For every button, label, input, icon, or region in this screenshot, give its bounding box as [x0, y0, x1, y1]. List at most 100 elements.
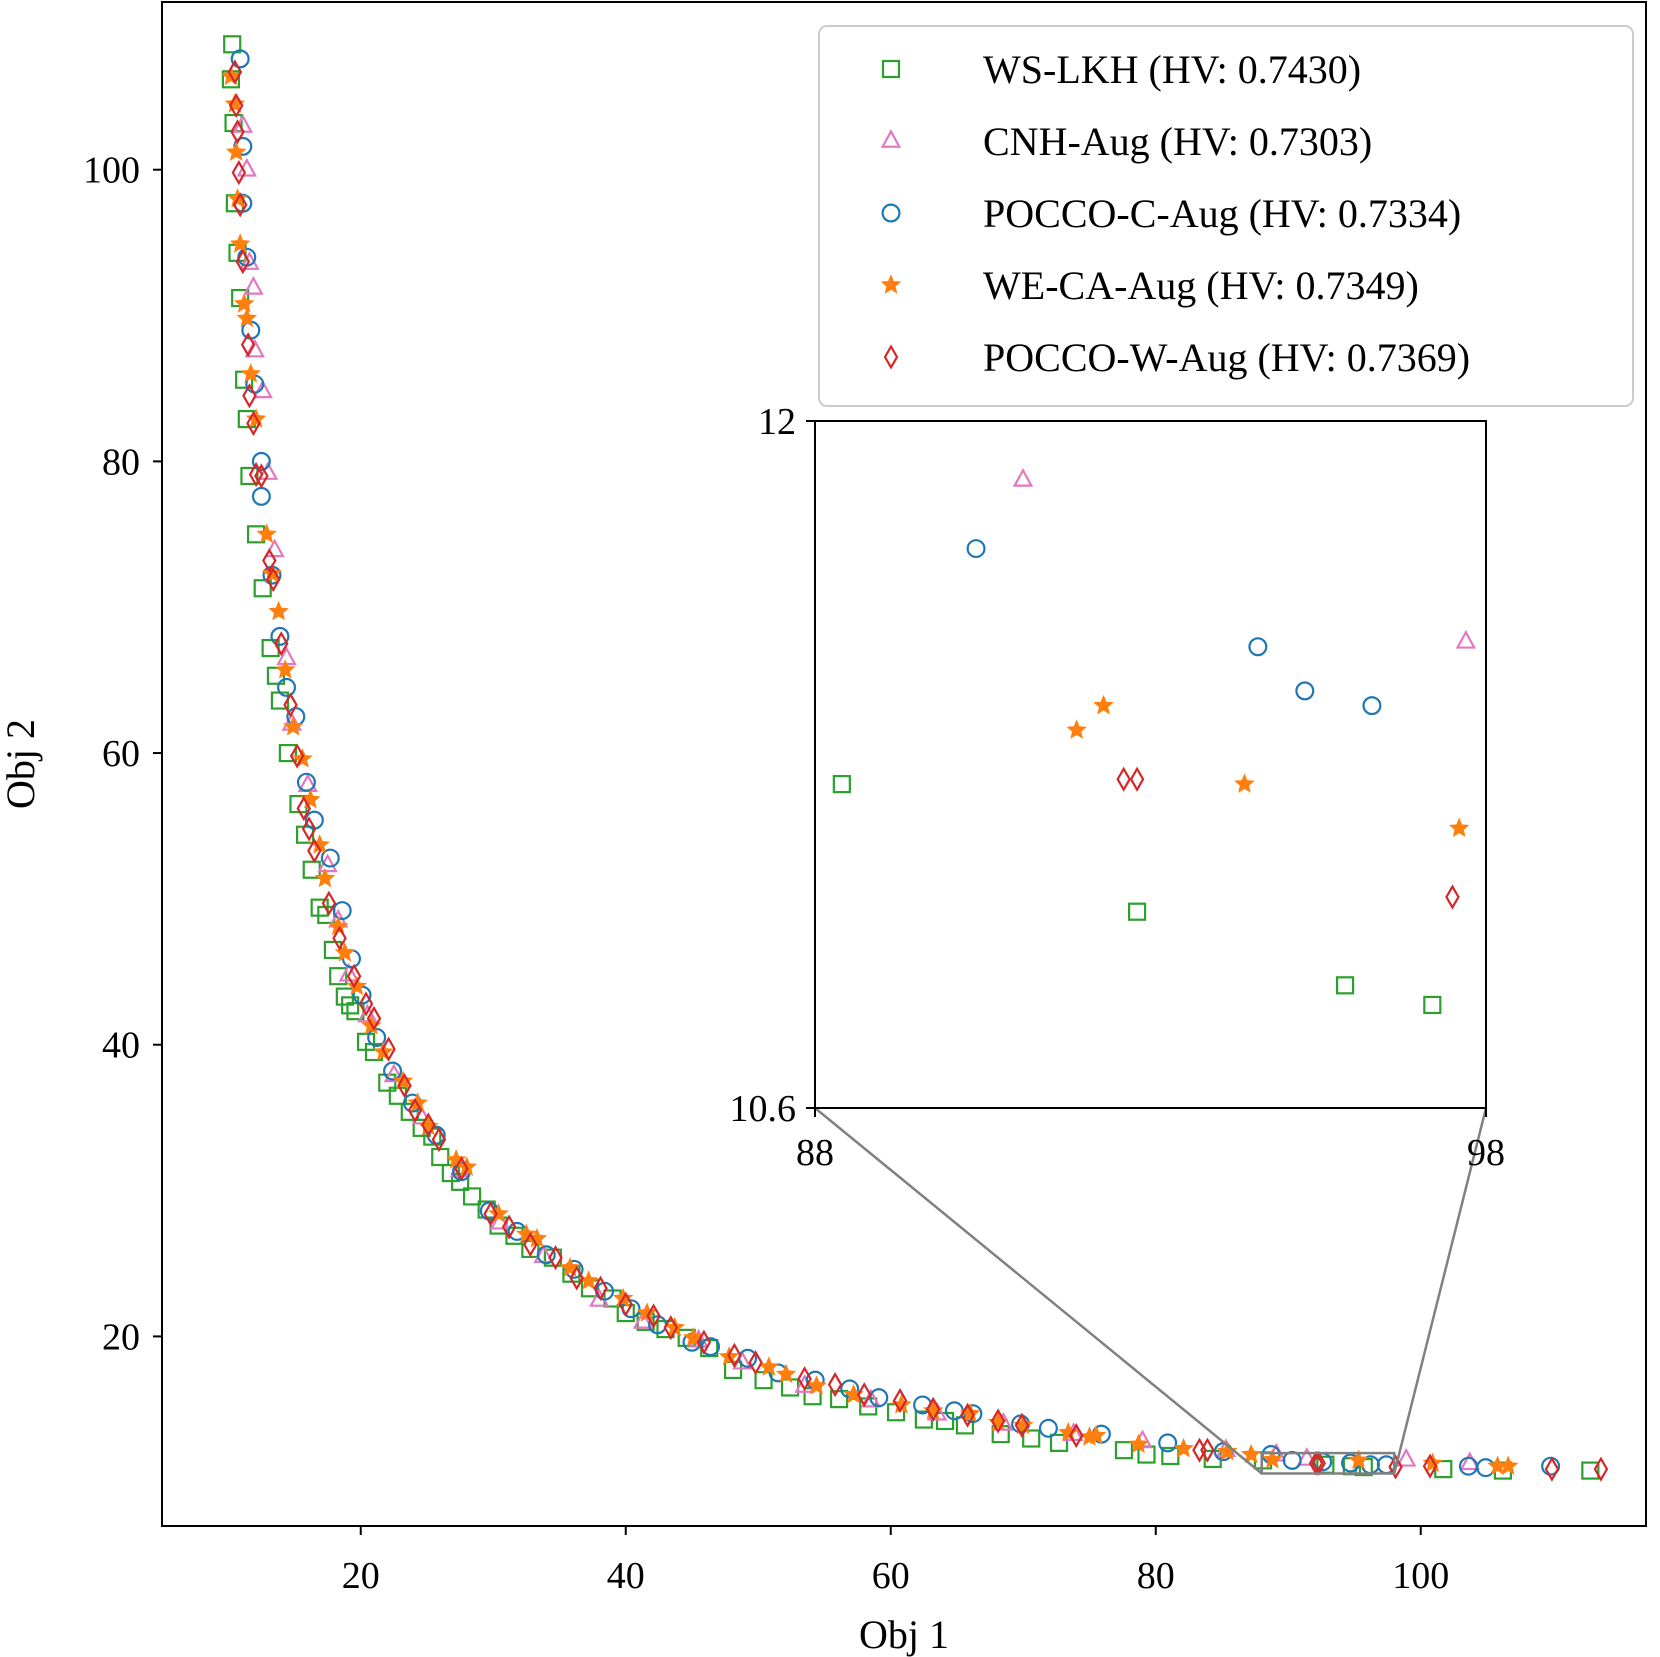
point-we-ca-aug — [758, 1356, 780, 1376]
point-we-ca-aug — [236, 307, 258, 328]
y-tick-label: 20 — [102, 1316, 140, 1358]
legend-marker-pocco-c-aug — [881, 203, 901, 223]
inset-y-tick-label: 12 — [758, 401, 796, 443]
point-pocco-w-aug — [262, 547, 277, 574]
x-tick-label: 80 — [1137, 1555, 1175, 1597]
point-pocco-c-aug — [1541, 1456, 1561, 1476]
inset-axis-ticks: 88 98 10.6 12 — [730, 401, 1506, 1174]
point-we-ca-aug — [1058, 1421, 1079, 1442]
inset-point-pocco-w-aug — [1445, 884, 1460, 910]
point-pocco-c-aug — [320, 848, 340, 868]
point-pocco-w-aug — [431, 1126, 447, 1153]
point-pocco-w-aug — [1593, 1456, 1609, 1482]
point-pocco-c-aug — [230, 49, 250, 69]
point-pocco-w-aug — [273, 631, 289, 657]
inset-point-ws-lkh — [832, 775, 851, 794]
point-cnh-aug — [1395, 1447, 1417, 1467]
point-we-ca-aug — [225, 141, 247, 161]
point-we-ca-aug — [334, 942, 356, 962]
point-pocco-c-aug — [277, 677, 297, 697]
point-we-ca-aug — [636, 1302, 658, 1322]
point-pocco-c-aug — [944, 1401, 964, 1421]
point-pocco-w-aug — [235, 248, 251, 275]
point-pocco-c-aug — [270, 626, 290, 646]
point-pocco-w-aug — [1068, 1422, 1084, 1449]
point-ws-lkh — [266, 666, 286, 685]
y-tick-label: 40 — [102, 1025, 140, 1067]
point-we-ca-aug — [282, 716, 304, 736]
point-we-ca-aug — [314, 867, 336, 888]
point-pocco-w-aug — [266, 566, 281, 593]
point-pocco-w-aug — [289, 743, 305, 769]
inset-connectors — [814, 1107, 1488, 1475]
point-we-ca-aug — [1085, 1424, 1107, 1445]
point-ws-lkh — [329, 967, 348, 986]
point-ws-lkh — [829, 1390, 849, 1409]
inset-point-cnh-aug — [1012, 467, 1034, 487]
x-tick-label: 40 — [607, 1555, 645, 1597]
inset-point-ws-lkh — [1127, 902, 1147, 921]
main-plot-marks — [220, 35, 1609, 1482]
zoom-connector-left — [814, 1107, 1263, 1475]
inset-point-pocco-c-aug — [966, 539, 986, 559]
point-pocco-w-aug — [366, 1005, 382, 1032]
point-ws-lkh — [278, 743, 297, 763]
zoom-region-box — [1260, 1451, 1396, 1475]
inset-point-pocco-c-aug — [1362, 696, 1382, 716]
inset-point-we-ca-aug — [1066, 719, 1087, 739]
point-pocco-w-aug — [1014, 1412, 1030, 1438]
point-we-ca-aug — [775, 1363, 797, 1384]
inset-point-we-ca-aug — [1234, 773, 1255, 793]
inset-point-pocco-c-aug — [1248, 637, 1268, 657]
x-axis-title: Obj 1 — [859, 1612, 949, 1657]
inset-background — [815, 421, 1486, 1108]
main-plot-frame — [161, 1, 1647, 1527]
point-ws-lkh — [431, 1147, 450, 1167]
point-ws-lkh — [616, 1303, 635, 1323]
point-we-ca-aug — [1240, 1443, 1262, 1464]
point-cnh-aug — [252, 379, 273, 399]
point-ws-lkh — [935, 1411, 955, 1431]
point-ws-lkh — [462, 1187, 482, 1206]
point-pocco-w-aug — [421, 1112, 436, 1138]
point-pocco-w-aug — [346, 963, 362, 989]
point-pocco-w-aug — [696, 1329, 712, 1355]
point-pocco-w-aug — [231, 160, 247, 186]
inset-point-pocco-c-aug — [1295, 681, 1315, 701]
legend-marker-ws-lkh — [881, 59, 901, 79]
point-we-ca-aug — [256, 523, 277, 544]
point-we-ca-aug — [1348, 1449, 1369, 1470]
point-we-ca-aug — [346, 975, 368, 996]
point-cnh-aug — [1296, 1447, 1318, 1466]
point-pocco-w-aug — [797, 1366, 812, 1392]
point-ws-lkh — [1114, 1441, 1134, 1460]
point-pocco-w-aug — [242, 383, 257, 409]
point-pocco-c-aug — [332, 901, 352, 921]
point-pocco-w-aug — [727, 1342, 742, 1368]
point-ws-lkh — [240, 466, 259, 486]
point-cnh-aug — [632, 1309, 654, 1329]
point-pocco-c-aug — [251, 451, 271, 471]
inset-point-pocco-w-aug — [1129, 766, 1145, 792]
point-ws-lkh — [253, 579, 272, 598]
point-ws-lkh — [400, 1102, 419, 1121]
x-tick-label: 20 — [342, 1555, 380, 1597]
point-pocco-w-aug — [228, 92, 244, 119]
point-pocco-w-aug — [232, 192, 248, 218]
point-ws-lkh — [1022, 1429, 1041, 1448]
point-ws-lkh — [1581, 1461, 1600, 1480]
point-we-ca-aug — [1217, 1440, 1238, 1461]
point-cnh-aug — [244, 338, 265, 358]
point-pocco-c-aug — [296, 772, 316, 792]
point-pocco-w-aug — [296, 795, 312, 822]
y-tick-label: 80 — [102, 441, 140, 483]
point-pocco-w-aug — [593, 1275, 608, 1301]
point-pocco-w-aug — [856, 1382, 872, 1408]
point-we-ca-aug — [1262, 1448, 1283, 1469]
point-ws-lkh — [780, 1378, 800, 1397]
point-pocco-w-aug — [501, 1214, 517, 1240]
legend-box — [818, 25, 1634, 407]
point-pocco-w-aug — [548, 1245, 563, 1271]
legend-label-cnh-aug: CNH-Aug (HV: 0.7303) — [983, 119, 1372, 164]
